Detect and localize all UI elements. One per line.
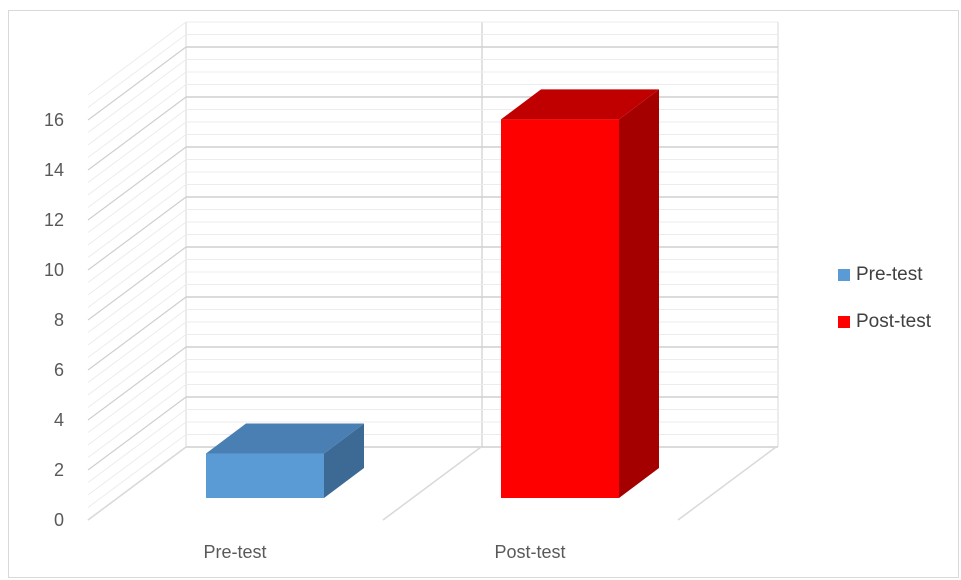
y-tick-label: 10 bbox=[44, 260, 64, 280]
y-tick-label: 8 bbox=[54, 310, 64, 330]
side-gridline-minor bbox=[87, 209, 187, 283]
floor-depth-line bbox=[87, 446, 187, 521]
side-gridline-minor bbox=[87, 409, 187, 483]
side-gridline-major bbox=[87, 246, 187, 321]
side-gridline-minor bbox=[87, 309, 187, 383]
side-gridline-minor bbox=[87, 21, 187, 96]
side-gridline-major bbox=[87, 396, 187, 471]
side-gridline-minor bbox=[87, 371, 187, 446]
side-gridline-minor bbox=[87, 284, 187, 358]
side-gridline-minor bbox=[87, 184, 187, 258]
x-category-label: Post-test bbox=[494, 542, 565, 562]
y-tick-label: 12 bbox=[44, 210, 64, 230]
side-gridline-minor bbox=[87, 84, 187, 158]
legend-label-pre-test: Pre-test bbox=[856, 264, 923, 285]
side-gridline-minor bbox=[87, 259, 187, 333]
side-gridline-minor bbox=[87, 221, 187, 296]
side-gridline-minor bbox=[87, 71, 187, 146]
x-category-label: Pre-test bbox=[203, 542, 266, 562]
y-tick-label: 16 bbox=[44, 110, 64, 130]
side-gridline-major bbox=[87, 96, 187, 171]
side-gridline-minor bbox=[87, 121, 187, 196]
side-gridline-minor bbox=[87, 271, 187, 346]
side-gridline-major bbox=[87, 196, 187, 271]
y-axis-ticks: 0 2 4 6 8 10 12 14 16 bbox=[44, 110, 64, 530]
side-gridline-minor bbox=[87, 421, 187, 496]
bar-front-pre-test bbox=[206, 453, 324, 498]
bars bbox=[206, 89, 659, 498]
bar-side-post-test bbox=[619, 89, 659, 498]
y-tick-label: 0 bbox=[54, 510, 64, 530]
side-gridline-minor bbox=[87, 34, 187, 108]
side-gridline-major bbox=[87, 146, 187, 221]
bar-side-pre-test bbox=[324, 423, 364, 498]
side-gridline-minor bbox=[87, 159, 187, 233]
side-gridline-minor bbox=[87, 134, 187, 208]
side-gridline-minor bbox=[87, 359, 187, 433]
y-tick-label: 14 bbox=[44, 160, 64, 180]
legend-label-post-test: Post-test bbox=[856, 311, 931, 332]
floor-depth-line bbox=[382, 446, 482, 521]
bar-front-post-test bbox=[501, 119, 619, 498]
side-gridline-minor bbox=[87, 171, 187, 246]
floor-depth-line bbox=[677, 446, 777, 521]
y-tick-label: 4 bbox=[54, 410, 64, 430]
legend-swatch-pre-test bbox=[838, 269, 850, 281]
side-gridline-minor bbox=[87, 434, 187, 508]
side-gridline-minor bbox=[87, 109, 187, 183]
y-tick-label: 6 bbox=[54, 360, 64, 380]
x-axis-labels: Pre-test Post-test bbox=[203, 542, 565, 562]
side-gridline-major bbox=[87, 296, 187, 371]
side-gridline-minor bbox=[87, 384, 187, 458]
legend-item-post-test: Post-test bbox=[838, 309, 931, 335]
side-gridline-minor bbox=[87, 59, 187, 133]
bar-top-pre-test bbox=[206, 423, 364, 454]
bar-top-post-test bbox=[501, 89, 659, 120]
side-gridline-minor bbox=[87, 321, 187, 396]
gridlines bbox=[87, 21, 779, 521]
y-tick-label: 2 bbox=[54, 460, 64, 480]
chart-frame bbox=[8, 10, 959, 578]
legend-item-pre-test: Pre-test bbox=[838, 262, 931, 288]
side-gridline-major bbox=[87, 346, 187, 421]
legend-swatch-post-test bbox=[838, 316, 850, 328]
legend: Pre-test Post-test bbox=[838, 262, 931, 356]
side-gridline-minor bbox=[87, 334, 187, 408]
side-gridline-minor bbox=[87, 234, 187, 308]
side-gridline-major bbox=[87, 46, 187, 121]
